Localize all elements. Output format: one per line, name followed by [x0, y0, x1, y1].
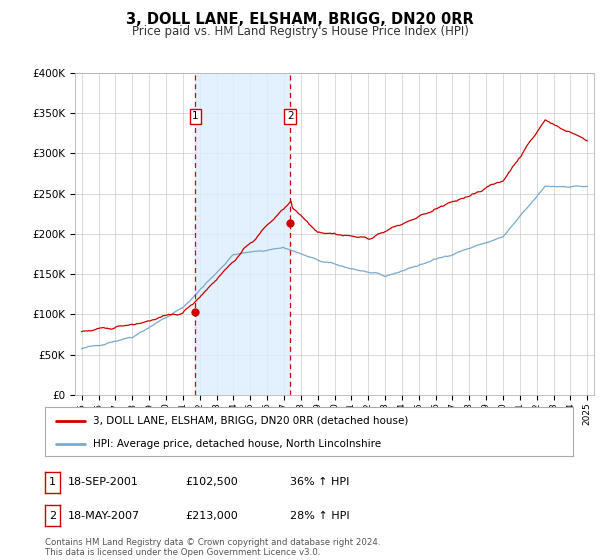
Text: 28% ↑ HPI: 28% ↑ HPI	[290, 511, 349, 521]
Text: £213,000: £213,000	[185, 511, 238, 521]
Text: 3, DOLL LANE, ELSHAM, BRIGG, DN20 0RR (detached house): 3, DOLL LANE, ELSHAM, BRIGG, DN20 0RR (d…	[92, 416, 408, 426]
Text: 2: 2	[49, 511, 56, 521]
Text: Price paid vs. HM Land Registry's House Price Index (HPI): Price paid vs. HM Land Registry's House …	[131, 25, 469, 38]
Text: 1: 1	[192, 111, 199, 122]
Bar	[196, 73, 290, 395]
Text: £102,500: £102,500	[185, 477, 238, 487]
Text: HPI: Average price, detached house, North Lincolnshire: HPI: Average price, detached house, Nort…	[92, 439, 380, 449]
Text: 18-MAY-2007: 18-MAY-2007	[68, 511, 140, 521]
Text: 2: 2	[287, 111, 293, 122]
Text: 36% ↑ HPI: 36% ↑ HPI	[290, 477, 349, 487]
Text: 3, DOLL LANE, ELSHAM, BRIGG, DN20 0RR: 3, DOLL LANE, ELSHAM, BRIGG, DN20 0RR	[126, 12, 474, 27]
Text: 18-SEP-2001: 18-SEP-2001	[68, 477, 139, 487]
Text: 1: 1	[49, 477, 56, 487]
Text: Contains HM Land Registry data © Crown copyright and database right 2024.
This d: Contains HM Land Registry data © Crown c…	[45, 538, 380, 557]
